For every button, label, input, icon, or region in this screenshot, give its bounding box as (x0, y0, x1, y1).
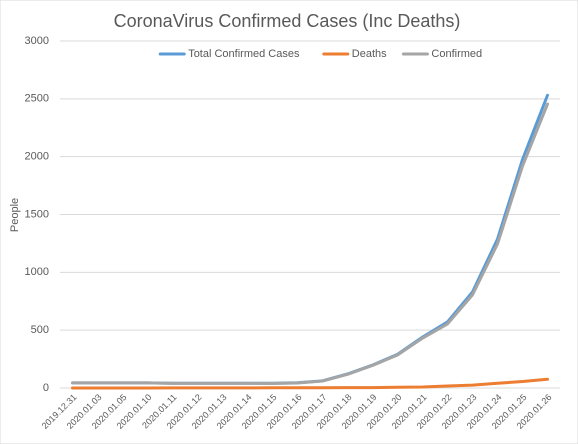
y-tick-label: 2500 (25, 93, 49, 105)
series-line (71, 377, 549, 390)
y-tick-label: 500 (31, 324, 49, 336)
legend-label: Total Confirmed Cases (188, 48, 300, 60)
legend-label: Deaths (352, 48, 387, 60)
legend-label: Confirmed (431, 48, 482, 60)
y-axis-label: People (9, 198, 21, 232)
y-tick-label: 1000 (25, 266, 49, 278)
y-tick-label: 2000 (25, 151, 49, 163)
y-tick-label: 1500 (25, 208, 49, 220)
y-tick-label: 0 (43, 382, 49, 394)
series-line (71, 102, 549, 385)
chart-title: CoronaVirus Confirmed Cases (Inc Deaths) (114, 11, 461, 31)
y-tick-label: 3000 (25, 35, 49, 47)
